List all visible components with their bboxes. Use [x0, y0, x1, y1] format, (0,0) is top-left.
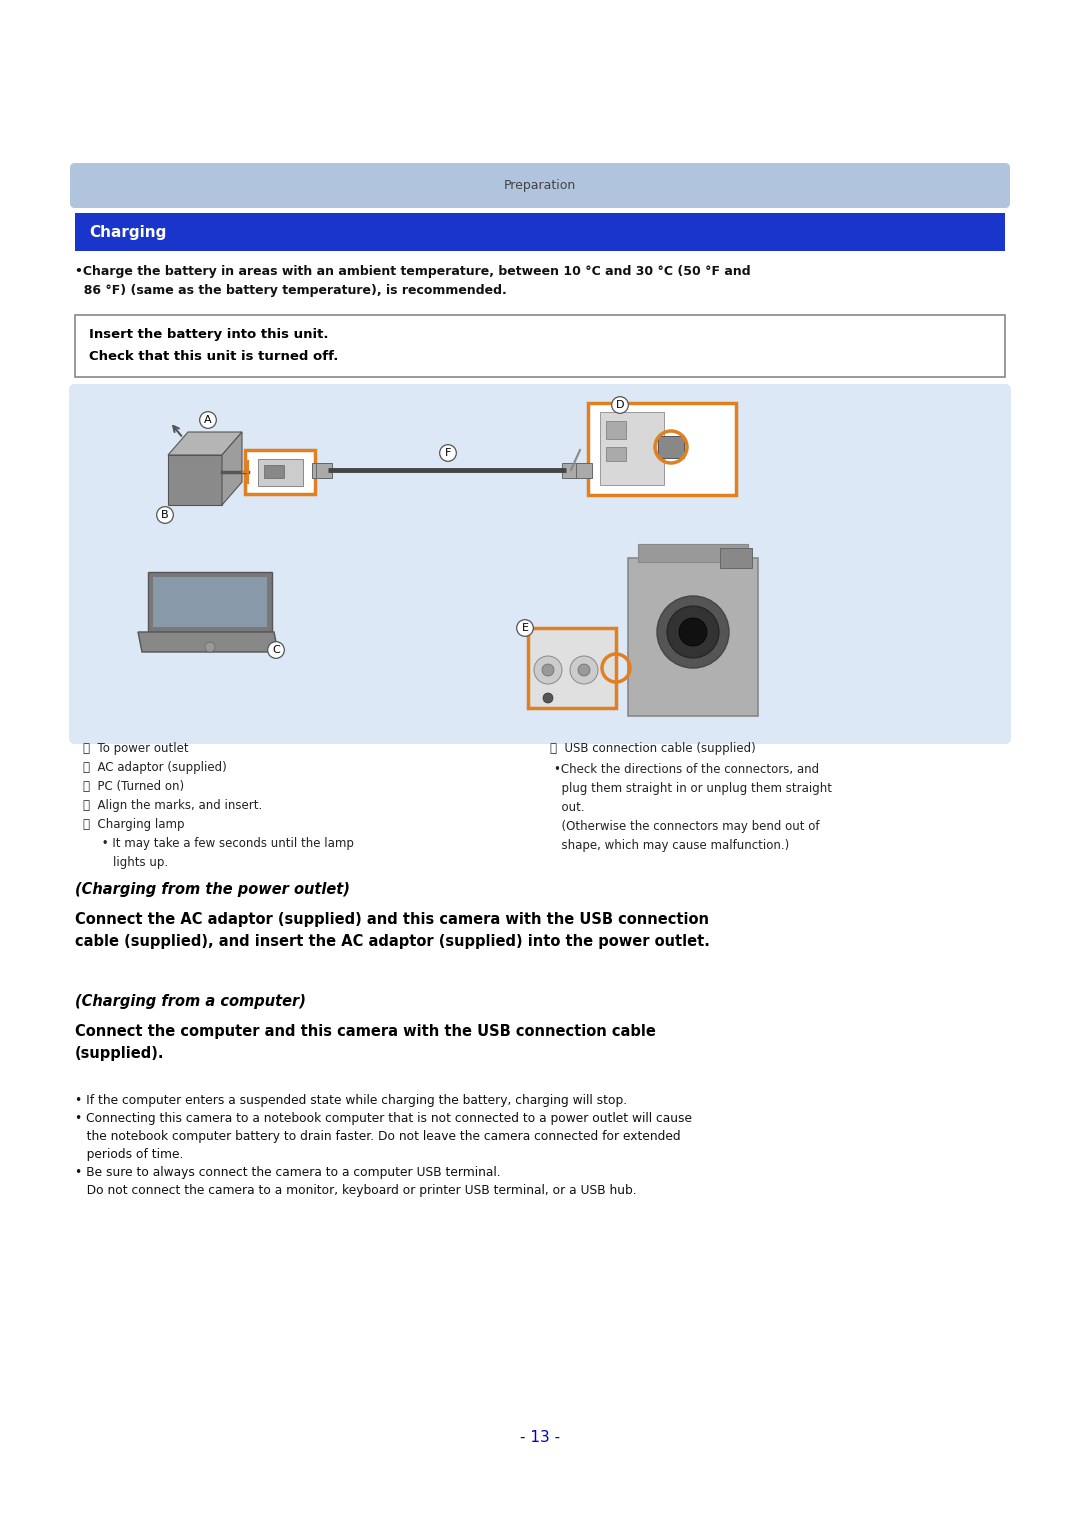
Bar: [562, 462, 578, 478]
Bar: [606, 447, 626, 461]
Text: A: A: [204, 415, 212, 426]
Circle shape: [667, 606, 719, 658]
Text: Ⓒ  PC (Turned on): Ⓒ PC (Turned on): [83, 780, 184, 794]
Bar: [576, 462, 592, 478]
Bar: [170, 636, 183, 639]
Text: 86 °F) (same as the battery temperature), is recommended.: 86 °F) (same as the battery temperature)…: [75, 284, 507, 298]
Bar: [206, 641, 218, 644]
Bar: [75, 214, 1005, 250]
Bar: [224, 636, 237, 639]
Text: Ⓓ  Align the marks, and insert.: Ⓓ Align the marks, and insert.: [83, 800, 262, 812]
Text: • It may take a few seconds until the lamp: • It may take a few seconds until the la…: [83, 836, 354, 850]
Circle shape: [657, 597, 729, 668]
Text: (Charging from the power outlet): (Charging from the power outlet): [75, 882, 350, 897]
Text: lights up.: lights up.: [83, 856, 168, 868]
Bar: [188, 641, 200, 644]
Circle shape: [543, 693, 553, 703]
Text: Connect the computer and this camera with the USB connection cable: Connect the computer and this camera wit…: [75, 1024, 656, 1039]
Text: • Connecting this camera to a notebook computer that is not connected to a power: • Connecting this camera to a notebook c…: [75, 1112, 692, 1125]
Bar: [242, 645, 254, 649]
Text: cable (supplied), and insert the AC adaptor (supplied) into the power outlet.: cable (supplied), and insert the AC adap…: [75, 934, 710, 949]
Polygon shape: [138, 632, 278, 652]
Text: Ⓔ  Charging lamp: Ⓔ Charging lamp: [83, 818, 185, 832]
Text: periods of time.: periods of time.: [75, 1148, 184, 1161]
FancyBboxPatch shape: [69, 385, 1011, 745]
Text: shape, which may cause malfunction.): shape, which may cause malfunction.): [554, 839, 789, 852]
Bar: [264, 465, 284, 478]
Bar: [188, 636, 200, 639]
Bar: [600, 412, 664, 485]
Text: F: F: [445, 449, 451, 458]
Text: D: D: [616, 400, 624, 410]
Bar: [152, 645, 164, 649]
Bar: [152, 636, 164, 639]
Bar: [224, 641, 237, 644]
Text: •Check the directions of the connectors, and: •Check the directions of the connectors,…: [554, 763, 819, 777]
Bar: [170, 641, 183, 644]
Text: the notebook computer battery to drain faster. Do not leave the camera connected: the notebook computer battery to drain f…: [75, 1129, 680, 1143]
Text: - 13 -: - 13 -: [519, 1430, 561, 1445]
Text: (Charging from a computer): (Charging from a computer): [75, 993, 306, 1009]
Text: Ⓐ  To power outlet: Ⓐ To power outlet: [83, 742, 189, 755]
Text: Preparation: Preparation: [504, 179, 576, 191]
Circle shape: [542, 664, 554, 676]
Bar: [224, 645, 237, 649]
Text: • Be sure to always connect the camera to a computer USB terminal.: • Be sure to always connect the camera t…: [75, 1166, 501, 1180]
Bar: [245, 450, 315, 494]
Text: B: B: [161, 510, 168, 520]
Bar: [188, 645, 200, 649]
Text: out.: out.: [554, 801, 584, 813]
Text: Ⓑ  AC adaptor (supplied): Ⓑ AC adaptor (supplied): [83, 761, 227, 774]
Text: Do not connect the camera to a monitor, keyboard or printer USB terminal, or a U: Do not connect the camera to a monitor, …: [75, 1184, 636, 1196]
Circle shape: [679, 618, 707, 645]
Polygon shape: [153, 577, 267, 627]
Bar: [152, 641, 164, 644]
Circle shape: [534, 656, 562, 684]
Text: • If the computer enters a suspended state while charging the battery, charging : • If the computer enters a suspended sta…: [75, 1094, 627, 1106]
Bar: [242, 641, 254, 644]
Bar: [312, 462, 328, 478]
Text: Charging: Charging: [89, 224, 166, 240]
Bar: [627, 559, 758, 716]
Bar: [258, 459, 303, 485]
Bar: [638, 543, 748, 562]
Text: Insert the battery into this unit.: Insert the battery into this unit.: [89, 328, 328, 340]
Polygon shape: [148, 572, 272, 632]
Circle shape: [578, 664, 590, 676]
Bar: [206, 636, 218, 639]
Text: C: C: [272, 645, 280, 655]
Circle shape: [570, 656, 598, 684]
Text: Check that this unit is turned off.: Check that this unit is turned off.: [89, 349, 338, 363]
Bar: [206, 645, 218, 649]
Polygon shape: [168, 432, 242, 455]
FancyBboxPatch shape: [70, 163, 1010, 208]
Bar: [606, 421, 626, 439]
Bar: [720, 548, 752, 568]
Text: Ⓕ  USB connection cable (supplied): Ⓕ USB connection cable (supplied): [550, 742, 756, 755]
Text: •Charge the battery in areas with an ambient temperature, between 10 °C and 30 °: •Charge the battery in areas with an amb…: [75, 266, 751, 278]
Text: E: E: [522, 623, 528, 633]
Bar: [528, 629, 616, 708]
Polygon shape: [222, 432, 242, 505]
Polygon shape: [168, 455, 222, 505]
Text: (supplied).: (supplied).: [75, 1045, 164, 1061]
Text: Connect the AC adaptor (supplied) and this camera with the USB connection: Connect the AC adaptor (supplied) and th…: [75, 913, 708, 926]
Bar: [170, 645, 183, 649]
Circle shape: [205, 642, 215, 652]
Text: (Otherwise the connectors may bend out of: (Otherwise the connectors may bend out o…: [554, 819, 820, 833]
Bar: [242, 636, 254, 639]
Text: plug them straight in or unplug them straight: plug them straight in or unplug them str…: [554, 781, 832, 795]
Bar: [316, 462, 332, 478]
Bar: [658, 436, 684, 458]
Bar: [588, 403, 735, 494]
Bar: [75, 314, 1005, 377]
